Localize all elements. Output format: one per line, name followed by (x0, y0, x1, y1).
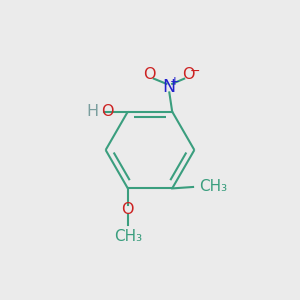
Text: +: + (170, 75, 180, 88)
Text: O: O (122, 202, 134, 217)
Text: −: − (190, 65, 200, 78)
Text: N: N (163, 78, 176, 96)
Text: CH₃: CH₃ (114, 229, 142, 244)
Text: O: O (143, 68, 155, 82)
Text: O: O (182, 68, 195, 82)
Text: O: O (101, 103, 113, 118)
Text: CH₃: CH₃ (200, 179, 227, 194)
Text: H: H (86, 103, 98, 118)
